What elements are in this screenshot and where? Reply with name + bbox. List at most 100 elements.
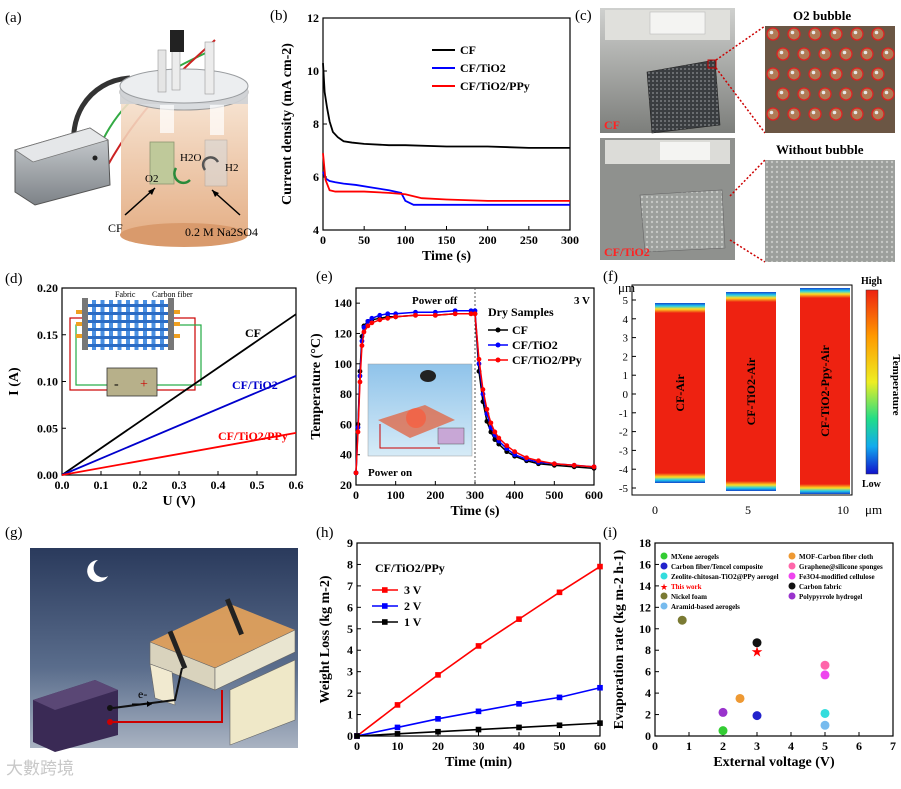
y-unit-label: μm [618, 280, 635, 295]
bubble-highlight [800, 90, 805, 95]
heated-fabric [150, 604, 295, 668]
x-tick-label: 150 [438, 233, 456, 247]
o2-bubble [839, 87, 853, 101]
series-point-0 [435, 672, 441, 678]
y-axis-label: Evaporation rate (kg m-2 h-1) [612, 549, 627, 729]
o2-bubble [808, 67, 822, 81]
x-tick-label: 0 [652, 739, 658, 753]
bubble-highlight [863, 50, 868, 55]
y-tick-label: 1 [623, 370, 629, 382]
series-point-2 [536, 458, 541, 464]
thermal-column-label-0: CF-Air [673, 374, 687, 412]
y-tick-label: 80 [340, 387, 352, 401]
legend-marker-1 [495, 342, 501, 348]
x-tick-label: 0.3 [172, 478, 187, 492]
y-axis-label: Temperature (°C) [309, 333, 324, 440]
series-point-2 [597, 720, 603, 726]
plot-frame [654, 542, 894, 737]
legend-label-left-3: This work [671, 583, 702, 591]
legend-label-right-1: Graphene@silicone sponges [799, 563, 883, 571]
series-line-1 [61, 375, 297, 476]
legend-marker-left-5 [660, 602, 668, 610]
series-point-2 [496, 435, 502, 441]
y-tick-label: 1 [347, 708, 353, 722]
x-tick-label: 5 [745, 503, 751, 517]
terminal [76, 334, 84, 338]
colorbar-title: Temperature [890, 354, 901, 415]
panel-label-f: (f) [603, 269, 618, 285]
x-tick-label: 0.4 [211, 478, 226, 492]
o2-bubble [766, 107, 780, 121]
x-tick-label: 10 [392, 739, 404, 753]
series-point-2 [468, 311, 474, 317]
bubble-highlight [800, 50, 805, 55]
bubble-highlight [779, 90, 784, 95]
o2-bubble [839, 47, 853, 61]
o2-bubble [829, 27, 843, 41]
series-point-1 [385, 311, 391, 317]
y-tick-label: 12 [307, 11, 319, 25]
y-tick-label: 18 [639, 536, 651, 550]
o2-bubble [776, 47, 790, 61]
legend-label-left-5: Aramid-based aerogels [671, 603, 740, 611]
series-point-0 [394, 702, 401, 708]
series-label-1: CF/TiO2 [232, 378, 278, 392]
legend-label-0: 3 V [404, 583, 422, 597]
annotation-voltage: 3 V [574, 295, 590, 307]
y-tick-label: 14 [639, 579, 651, 593]
cftio2-fabric-photo [639, 189, 726, 253]
o2-bubble [766, 27, 780, 41]
fabric-warp [100, 300, 105, 350]
o2-bubble [871, 27, 885, 41]
y-axis-label: Current density (mA cm-2) [280, 43, 295, 205]
scatter-point-1 [752, 711, 762, 721]
chart-h-weight-loss: 0 10 20 30 40 50 60 0 1 2 3 4 5 6 7 8 9 Time (min) Weight … [318, 536, 606, 770]
bubble-highlight [842, 50, 847, 55]
bubble-highlight [842, 90, 847, 95]
chart-d-iv-curve: - + Fabric Carbon fiber 0.0 0.1 0.2 0.3 0.4 0… [7, 281, 304, 509]
bubble-highlight [790, 110, 795, 115]
y-tick-label: 4 [347, 643, 353, 657]
series-point-2 [571, 462, 577, 468]
thermal-column-label-1: CF-TiO2-Air [744, 357, 758, 425]
y-tick-label: 0.10 [37, 375, 58, 389]
x-tick-label: 0.2 [133, 478, 148, 492]
o2-bubble [766, 67, 780, 81]
x-tick-label: 0.6 [289, 478, 304, 492]
y-tick-label: 0.15 [37, 328, 58, 342]
wire-black [112, 667, 183, 709]
x-tick-label: 60 [594, 739, 606, 753]
series-point-1 [361, 325, 367, 330]
legend-marker-right-1 [788, 562, 796, 570]
series-point-2 [476, 356, 482, 362]
x-axis-label: Time (min) [445, 755, 512, 770]
series-line-0 [322, 62, 570, 149]
y-tick-label: 0.00 [37, 468, 58, 482]
thermal-strip-top-edge [800, 288, 850, 298]
bubble-highlight [769, 110, 774, 115]
thermal-strip-1 [726, 302, 776, 481]
series-point-2 [357, 379, 363, 385]
o2-bubble [818, 47, 832, 61]
series-point-2 [354, 733, 360, 739]
scatter-point-5 [820, 720, 830, 730]
x-tick-label: 10 [837, 503, 849, 517]
legend-marker-left-2 [660, 572, 668, 580]
series-point-1 [556, 694, 563, 701]
series-point-0 [516, 616, 522, 622]
legend-marker-left-0 [660, 552, 668, 560]
y-tick-label: 100 [334, 357, 352, 371]
panel-label-i: (i) [603, 525, 617, 541]
panel-label-d: (d) [5, 271, 23, 287]
x-unit-label: μm [865, 502, 882, 517]
legend-label-left-4: Nickel foam [671, 593, 707, 601]
legend-marker-2 [495, 357, 501, 363]
legend-label-2: 1 V [404, 615, 422, 629]
legend-label-left-0: MXene aerogels [671, 553, 719, 561]
bubble-highlight [853, 30, 858, 35]
x-tick-label: 40 [513, 739, 525, 753]
legend-label-right-3: Carbon fabric [799, 583, 842, 591]
thermal-strip-top-edge [655, 303, 705, 313]
series-point-2 [475, 726, 482, 733]
